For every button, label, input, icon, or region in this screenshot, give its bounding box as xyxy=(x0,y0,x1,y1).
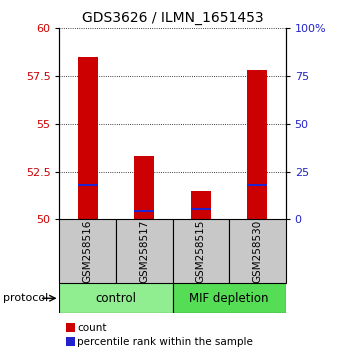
FancyBboxPatch shape xyxy=(59,283,173,313)
Text: GSM258516: GSM258516 xyxy=(83,219,93,283)
Text: percentile rank within the sample: percentile rank within the sample xyxy=(77,337,253,347)
Bar xyxy=(134,210,154,212)
Text: GSM258517: GSM258517 xyxy=(139,219,149,283)
FancyBboxPatch shape xyxy=(173,283,286,313)
FancyBboxPatch shape xyxy=(229,219,286,283)
Bar xyxy=(78,184,98,186)
Bar xyxy=(191,191,211,219)
Text: protocol: protocol xyxy=(3,293,49,303)
Text: GSM258515: GSM258515 xyxy=(196,219,206,283)
Text: GSM258530: GSM258530 xyxy=(252,220,262,283)
Bar xyxy=(248,184,267,186)
Bar xyxy=(134,156,154,219)
Text: control: control xyxy=(96,292,137,305)
Bar xyxy=(191,208,211,210)
Bar xyxy=(248,70,267,219)
FancyBboxPatch shape xyxy=(59,219,116,283)
Text: MIF depletion: MIF depletion xyxy=(189,292,269,305)
Title: GDS3626 / ILMN_1651453: GDS3626 / ILMN_1651453 xyxy=(82,11,264,24)
Text: count: count xyxy=(77,323,107,333)
FancyBboxPatch shape xyxy=(116,219,173,283)
Bar xyxy=(78,57,98,219)
FancyBboxPatch shape xyxy=(173,219,229,283)
